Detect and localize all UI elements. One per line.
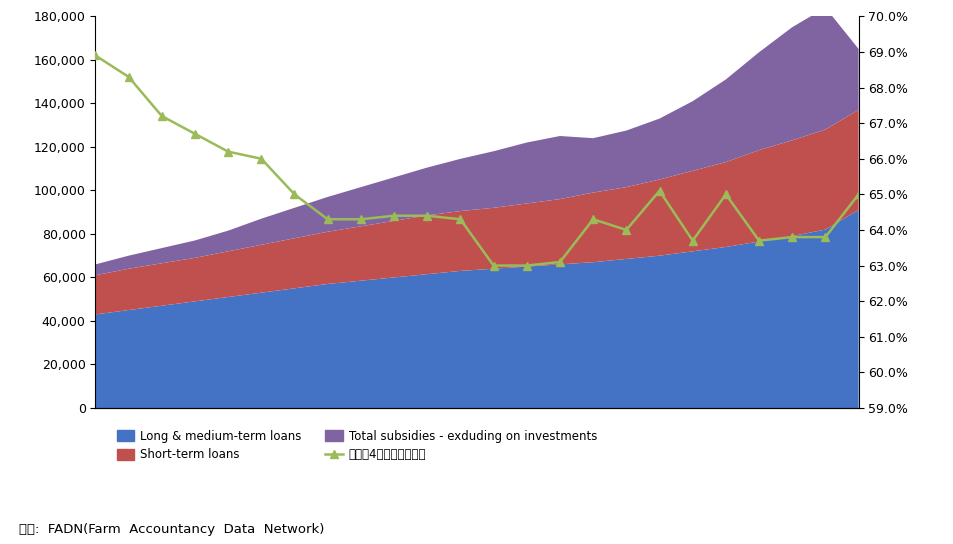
Legend: Long & medium-term loans, Short-term loans, Total subsidies - exduding on invest: Long & medium-term loans, Short-term loa… (116, 430, 597, 461)
Text: 자료:  FADN(Farm  Accountancy  Data  Network): 자료: FADN(Farm Accountancy Data Network) (19, 523, 324, 536)
